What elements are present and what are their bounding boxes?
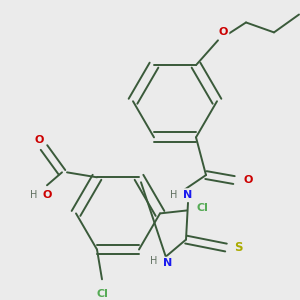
Text: N: N — [164, 258, 172, 268]
Text: O: O — [243, 175, 253, 185]
Text: H: H — [150, 256, 158, 266]
Text: O: O — [34, 135, 44, 145]
Text: H: H — [30, 190, 38, 200]
Text: N: N — [183, 190, 193, 200]
Text: H: H — [170, 190, 178, 200]
Text: O: O — [42, 190, 52, 200]
Text: S: S — [234, 241, 242, 254]
Text: O: O — [218, 27, 228, 38]
Text: Cl: Cl — [196, 203, 208, 214]
Text: Cl: Cl — [96, 289, 108, 299]
